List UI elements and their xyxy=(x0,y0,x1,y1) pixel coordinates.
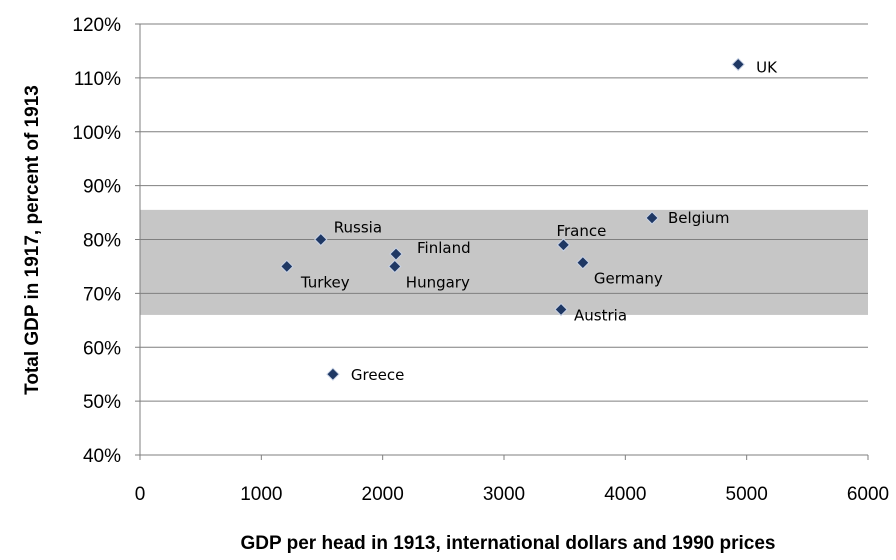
data-point-marker xyxy=(556,238,571,252)
data-point-marker xyxy=(280,259,294,274)
data-point-label: Turkey xyxy=(300,273,350,291)
data-point-label: France xyxy=(556,222,606,240)
x-tick-label: 5000 xyxy=(726,484,768,505)
x-axis-title: GDP per head in 1913, international doll… xyxy=(240,533,775,554)
x-tick-label: 3000 xyxy=(483,484,525,505)
data-point-label: Greece xyxy=(351,366,404,384)
y-tick-label: 90% xyxy=(83,177,121,198)
data-point-marker xyxy=(645,211,659,225)
data-point-marker xyxy=(388,259,402,274)
data-point-label: Germany xyxy=(594,270,663,288)
data-point-marker xyxy=(576,255,590,270)
data-point-label: Belgium xyxy=(668,209,730,227)
y-axis-title: Total GDP in 1917, percent of 1913 xyxy=(22,85,43,395)
x-tick-label: 0 xyxy=(135,484,146,505)
data-point-marker xyxy=(554,302,568,317)
y-tick-label: 70% xyxy=(83,284,121,305)
data-point-marker xyxy=(314,232,328,247)
x-tick-label: 4000 xyxy=(604,484,646,505)
data-point-label: Finland xyxy=(417,239,471,257)
data-point-label: Hungary xyxy=(406,273,470,291)
y-tick-label: 50% xyxy=(83,392,121,413)
data-point-marker xyxy=(389,247,403,261)
y-tick-label: 40% xyxy=(83,446,121,467)
y-tick-label: 110% xyxy=(74,69,121,90)
data-point-label: Austria xyxy=(574,307,627,325)
x-tick-label: 2000 xyxy=(362,484,404,505)
x-tick-label: 1000 xyxy=(240,484,282,505)
y-tick-label: 120% xyxy=(72,15,121,36)
y-tick-label: 60% xyxy=(83,338,121,359)
data-point-label: UK xyxy=(756,58,778,76)
data-point-marker xyxy=(326,367,340,381)
y-tick-label: 80% xyxy=(83,231,121,252)
x-tick-label: 6000 xyxy=(847,484,889,505)
shaded-range-band xyxy=(140,209,868,315)
data-point-marker xyxy=(731,57,745,72)
y-tick-label: 100% xyxy=(72,123,121,144)
data-point-label: Russia xyxy=(334,219,382,237)
